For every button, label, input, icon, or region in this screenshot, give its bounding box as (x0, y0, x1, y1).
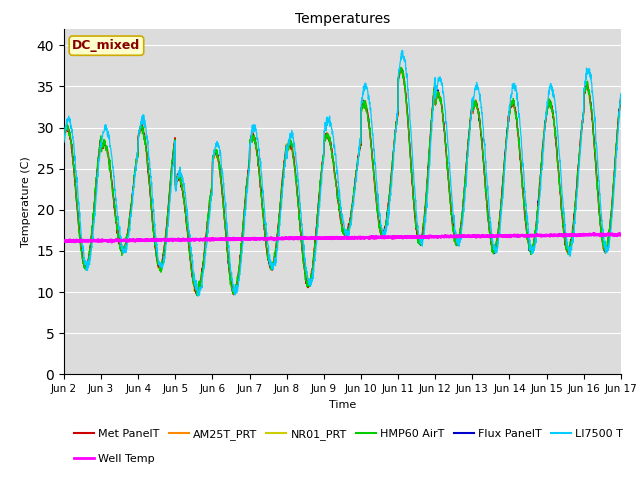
Y-axis label: Temperature (C): Temperature (C) (21, 156, 31, 247)
Legend: Well Temp: Well Temp (70, 449, 159, 468)
Text: DC_mixed: DC_mixed (72, 39, 141, 52)
Title: Temperatures: Temperatures (295, 12, 390, 26)
X-axis label: Time: Time (329, 400, 356, 409)
